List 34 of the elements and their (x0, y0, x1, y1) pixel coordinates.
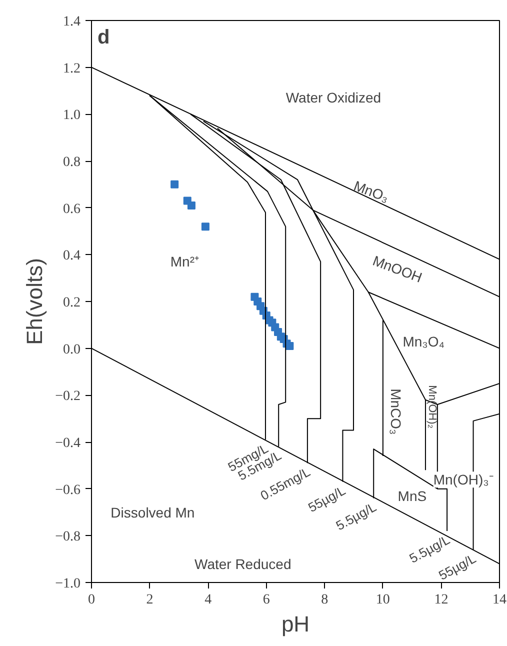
annotation: Mn(OH)₃⁻ (433, 472, 494, 488)
y-tick-label: 0.0 (63, 342, 80, 358)
x-axis-title: pH (281, 612, 310, 636)
x-tick-label: 4 (204, 592, 212, 608)
y-tick-label: 0.8 (63, 155, 80, 170)
y-tick-label: 0.2 (63, 296, 80, 310)
y-axis-title: Eh(volts) (22, 258, 48, 345)
y-tick-label: 1.2 (63, 61, 80, 76)
y-tick-label: −0.8 (55, 530, 81, 545)
y-tick-label: −0.4 (55, 436, 81, 451)
y-tick-label: 1.0 (63, 108, 80, 124)
annotation: Water Reduced (194, 556, 292, 572)
annotation: Mn²⁺ (170, 254, 200, 270)
y-tick-label: −0.2 (55, 389, 81, 404)
chart-title: d (98, 26, 110, 48)
x-tick-label: 0 (88, 592, 95, 608)
y-tick-label: 0.4 (63, 248, 80, 264)
annotation: Water Oxidized (286, 89, 382, 106)
y-tick-label: −1.0 (55, 576, 81, 592)
x-tick-label: 10 (376, 592, 390, 608)
annotation: Mn(OH)₂ (426, 385, 438, 429)
x-tick-label: 2 (146, 592, 154, 608)
annotation: Dissolved Mn (110, 504, 195, 520)
x-tick-label: 8 (321, 592, 328, 608)
x-tick-label: 6 (262, 592, 270, 608)
y-tick-label: 0.6 (63, 202, 80, 217)
y-tick-label: 1.4 (63, 14, 80, 30)
y-tick-label: −0.6 (55, 482, 81, 498)
x-tick-label: 12 (434, 592, 448, 608)
annotation: Mn₃O₄ (402, 333, 445, 350)
annotation: MnO₃ (352, 178, 392, 206)
x-tick-label: 14 (492, 592, 506, 608)
annotation: MnCO₃ (388, 388, 404, 435)
annotation: MnS (398, 488, 427, 504)
